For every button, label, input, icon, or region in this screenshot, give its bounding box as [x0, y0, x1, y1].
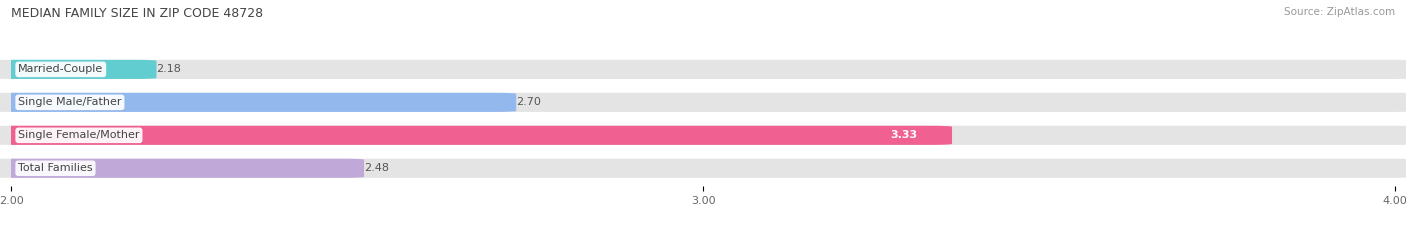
- FancyBboxPatch shape: [0, 60, 1406, 79]
- Text: Total Families: Total Families: [18, 163, 93, 173]
- Text: MEDIAN FAMILY SIZE IN ZIP CODE 48728: MEDIAN FAMILY SIZE IN ZIP CODE 48728: [11, 7, 263, 20]
- FancyBboxPatch shape: [0, 159, 1406, 178]
- FancyBboxPatch shape: [0, 93, 516, 112]
- Text: Single Male/Father: Single Male/Father: [18, 97, 122, 107]
- Text: 2.18: 2.18: [156, 64, 181, 74]
- Text: Single Female/Mother: Single Female/Mother: [18, 130, 139, 140]
- Text: 2.48: 2.48: [364, 163, 389, 173]
- Text: Married-Couple: Married-Couple: [18, 64, 104, 74]
- FancyBboxPatch shape: [0, 126, 1406, 145]
- FancyBboxPatch shape: [0, 126, 952, 145]
- FancyBboxPatch shape: [0, 159, 364, 178]
- Text: 3.33: 3.33: [890, 130, 918, 140]
- FancyBboxPatch shape: [0, 93, 1406, 112]
- Text: 2.70: 2.70: [516, 97, 541, 107]
- FancyBboxPatch shape: [0, 60, 156, 79]
- Text: Source: ZipAtlas.com: Source: ZipAtlas.com: [1284, 7, 1395, 17]
